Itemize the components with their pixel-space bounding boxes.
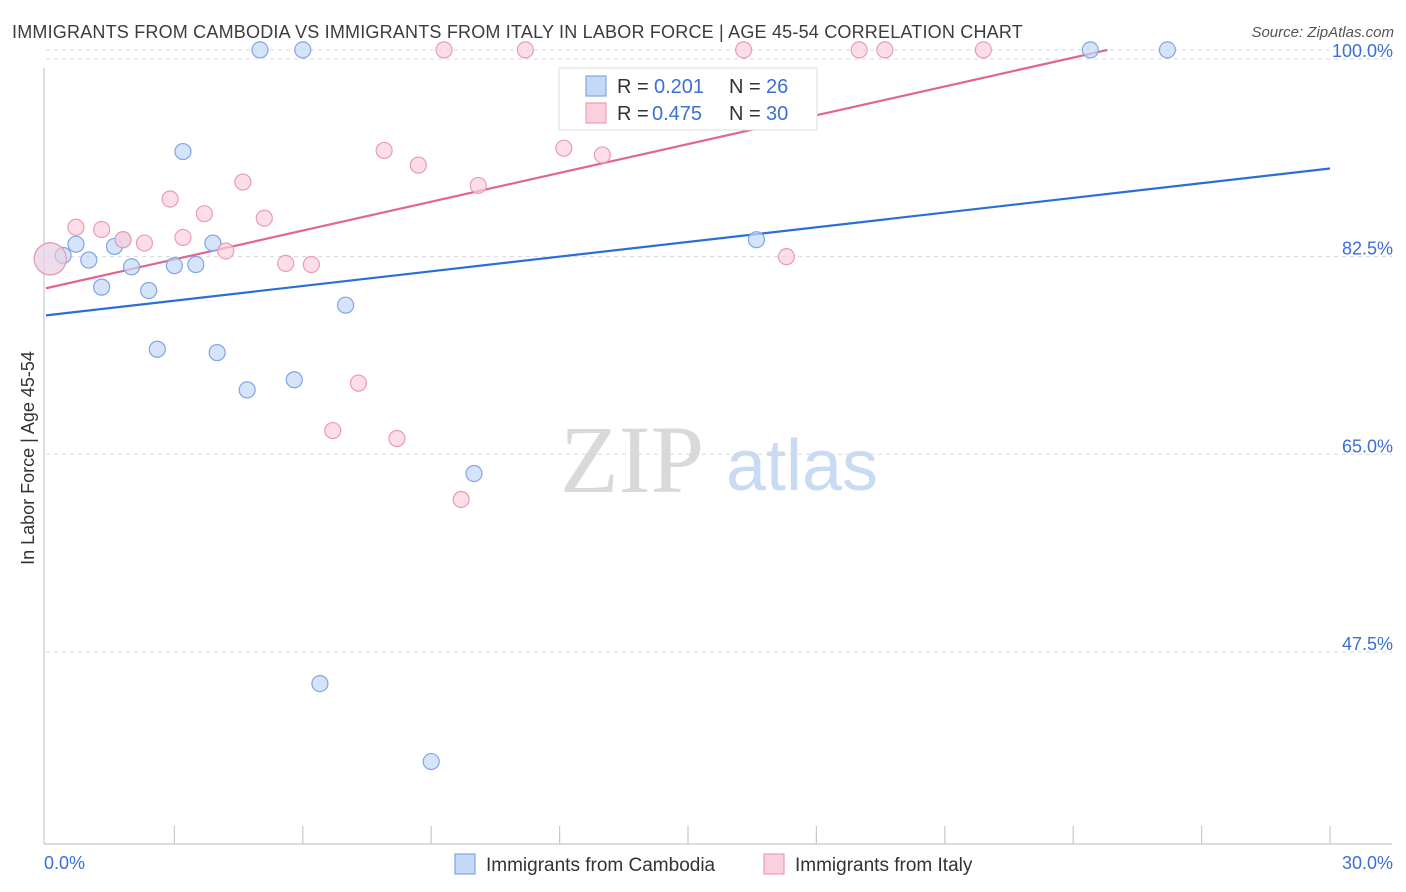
point-blue bbox=[123, 258, 141, 276]
chart-title: IMMIGRANTS FROM CAMBODIA VS IMMIGRANTS F… bbox=[12, 22, 1023, 42]
point-blue bbox=[174, 142, 192, 161]
y-tick-label: 100.0% bbox=[1332, 41, 1393, 61]
data-points bbox=[33, 41, 1176, 771]
point-blue bbox=[140, 281, 158, 300]
point-pink bbox=[217, 242, 235, 260]
legend-r-value-pink: 0.475 bbox=[652, 103, 702, 125]
point-blue bbox=[80, 251, 98, 269]
point-pink bbox=[735, 41, 753, 59]
point-pink bbox=[234, 173, 252, 191]
point-blue bbox=[1158, 41, 1176, 59]
bottom-legend: Immigrants from Cambodia Immigrants from… bbox=[454, 853, 973, 876]
y-tick-labels: 47.5% 65.0% 82.5% 100.0% bbox=[1332, 41, 1393, 654]
y-axis-title: In Labor Force | Age 45-54 bbox=[18, 351, 38, 565]
point-pink bbox=[555, 139, 573, 157]
point-pink bbox=[93, 220, 111, 239]
point-pink bbox=[974, 41, 992, 59]
point-blue bbox=[285, 371, 303, 389]
legend-n-value-blue: 26 bbox=[766, 76, 788, 98]
point-pink bbox=[114, 231, 132, 249]
source-label: Source: ZipAtlas.com bbox=[1251, 24, 1394, 41]
point-pink bbox=[161, 190, 179, 208]
point-blue bbox=[294, 41, 312, 59]
point-pink bbox=[388, 429, 406, 448]
point-pink bbox=[452, 490, 470, 509]
point-blue bbox=[465, 464, 483, 483]
legend-r-label-blue: R = bbox=[617, 76, 649, 98]
point-blue bbox=[67, 235, 85, 253]
watermark: ZIP atlas bbox=[560, 406, 878, 513]
point-blue bbox=[238, 381, 256, 399]
x-tick-label: 30.0% bbox=[1342, 853, 1393, 873]
point-blue bbox=[204, 234, 222, 252]
point-pink bbox=[516, 41, 534, 59]
point-pink bbox=[375, 141, 393, 160]
trend-line-blue bbox=[45, 167, 1331, 317]
y-tick-label: 47.5% bbox=[1342, 634, 1393, 654]
point-blue bbox=[165, 257, 183, 275]
legend-n-label-pink: N = bbox=[729, 103, 761, 125]
point-blue bbox=[422, 752, 440, 771]
watermark-atlas: atlas bbox=[726, 426, 878, 506]
point-blue bbox=[148, 340, 166, 358]
bottom-legend-swatch-pink bbox=[763, 853, 785, 875]
point-blue bbox=[337, 296, 355, 314]
point-blue bbox=[311, 674, 329, 693]
legend-swatch-pink bbox=[585, 102, 607, 124]
point-pink bbox=[67, 218, 85, 236]
point-pink bbox=[255, 209, 273, 227]
y-tick-label: 82.5% bbox=[1342, 239, 1393, 259]
y-tick-label: 65.0% bbox=[1342, 436, 1393, 456]
point-pink bbox=[195, 205, 213, 223]
legend-swatch-blue bbox=[585, 75, 607, 97]
point-blue bbox=[251, 41, 269, 59]
grid-lines bbox=[46, 49, 1392, 653]
watermark-zip: ZIP bbox=[560, 406, 704, 513]
point-pink bbox=[349, 374, 368, 392]
x-tick-label: 0.0% bbox=[44, 853, 85, 873]
point-blue bbox=[1081, 41, 1099, 59]
point-blue bbox=[187, 255, 205, 274]
bottom-legend-label-pink: Immigrants from Italy bbox=[795, 855, 973, 876]
legend: R = 0.201 N = 26 R = 0.475 N = 30 bbox=[558, 67, 818, 131]
legend-n-value-pink: 30 bbox=[766, 103, 788, 125]
point-pink bbox=[593, 146, 612, 164]
bottom-legend-swatch-blue bbox=[454, 853, 476, 875]
point-pink bbox=[850, 41, 868, 59]
legend-n-label-blue: N = bbox=[729, 76, 761, 98]
legend-r-label-pink: R = bbox=[617, 103, 649, 125]
point-pink bbox=[469, 176, 487, 195]
point-pink bbox=[33, 242, 67, 276]
point-pink bbox=[277, 254, 295, 272]
point-pink bbox=[435, 41, 453, 59]
legend-r-value-blue: 0.201 bbox=[654, 76, 704, 98]
point-pink bbox=[409, 156, 427, 174]
point-pink bbox=[777, 248, 796, 266]
point-pink bbox=[302, 255, 320, 274]
point-pink bbox=[324, 421, 342, 440]
point-blue bbox=[93, 278, 111, 296]
point-blue bbox=[747, 231, 766, 249]
point-pink bbox=[174, 228, 192, 247]
point-pink bbox=[876, 41, 894, 59]
point-blue bbox=[208, 344, 226, 362]
x-tick-labels: 0.0% 30.0% bbox=[44, 853, 1393, 873]
bottom-legend-label-blue: Immigrants from Cambodia bbox=[486, 855, 716, 876]
point-pink bbox=[135, 234, 154, 252]
axes bbox=[43, 68, 1392, 845]
